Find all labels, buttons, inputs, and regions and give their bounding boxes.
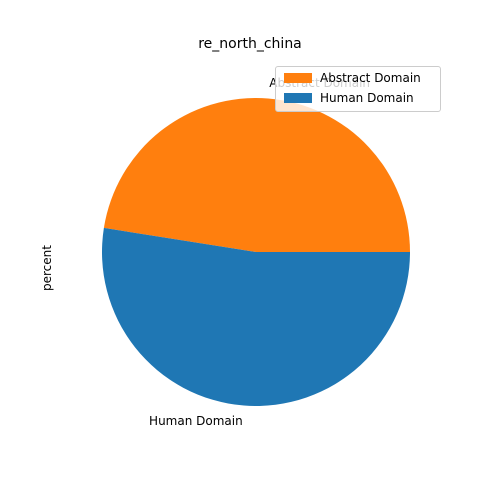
y-axis-label: percent — [40, 245, 54, 291]
pie-slice-abstract-domain — [103, 98, 410, 253]
legend-label-abstract-domain: Abstract Domain — [320, 71, 421, 85]
legend-item-human-domain: Human Domain — [284, 91, 414, 105]
legend-label-human-domain: Human Domain — [320, 91, 414, 105]
legend-swatch-human-domain — [284, 93, 312, 103]
legend: Abstract Domain Human Domain — [275, 66, 441, 112]
legend-swatch-abstract-domain — [284, 73, 312, 83]
slice-label-human-domain: Human Domain — [149, 414, 243, 428]
pie-slice-human-domain — [101, 227, 410, 407]
chart-title: re_north_china — [198, 36, 302, 52]
legend-item-abstract-domain: Abstract Domain — [284, 71, 421, 85]
